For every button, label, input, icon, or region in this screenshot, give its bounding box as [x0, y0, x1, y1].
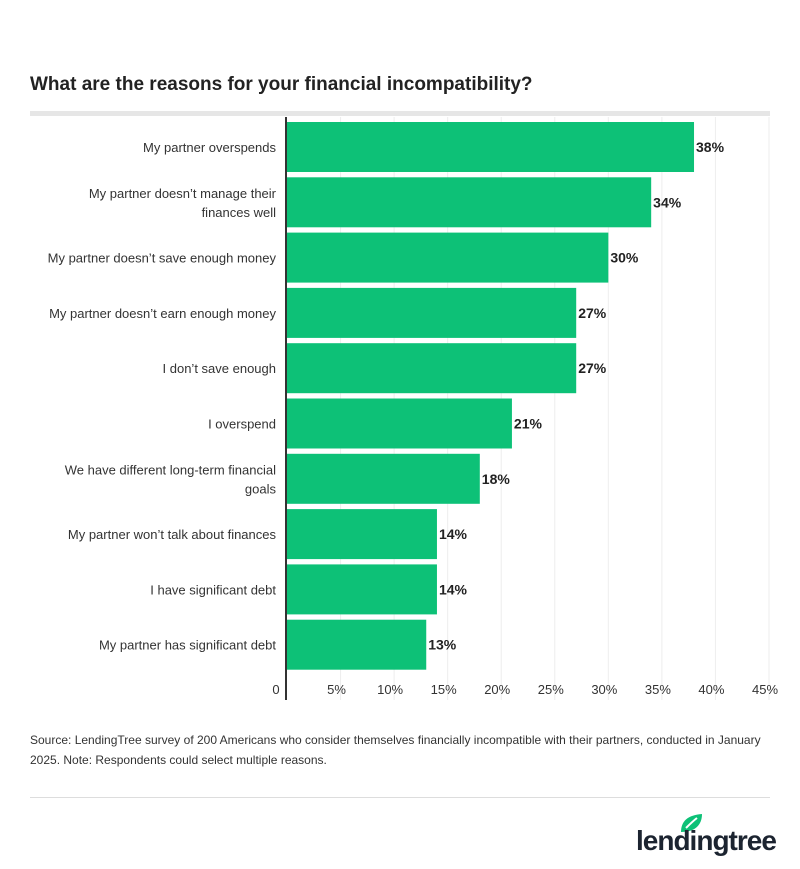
bar [287, 232, 609, 283]
data-label: 13% [428, 637, 457, 653]
source-note: Source: LendingTree survey of 200 Americ… [30, 733, 761, 767]
data-label: 30% [610, 250, 639, 266]
category-label: My partner overspends [143, 140, 276, 155]
category-label: My partner doesn’t save enough money [48, 251, 277, 266]
bar [287, 453, 480, 504]
x-tick-label: 30% [591, 682, 617, 697]
x-tick-label: 15% [431, 682, 457, 697]
data-label: 34% [653, 194, 682, 210]
x-tick-label: 45% [752, 682, 778, 697]
category-label: I don’t save enough [163, 361, 276, 376]
category-label: My partner has significant debt [99, 638, 276, 653]
lendingtree-logo: lendingtree [636, 814, 777, 859]
footer-divider [30, 797, 770, 798]
bar [287, 509, 437, 560]
category-label: I overspend [208, 417, 276, 432]
data-label: 27% [578, 360, 607, 376]
data-label: 21% [514, 416, 543, 432]
leaf-icon [681, 814, 702, 832]
bar [287, 343, 577, 394]
bar [287, 398, 512, 449]
chart-title: What are the reasons for your financial … [30, 74, 533, 95]
x-tick-label: 10% [377, 682, 403, 697]
category-label: We have different long-term financial [65, 462, 276, 477]
bar [287, 619, 427, 670]
category-label: My partner doesn’t manage their [89, 186, 277, 201]
x-tick-label: 35% [645, 682, 671, 697]
data-label: 38% [696, 139, 725, 155]
category-label: I have significant debt [150, 582, 276, 597]
data-label: 18% [482, 471, 511, 487]
category-label: finances well [202, 205, 277, 220]
bar [287, 177, 652, 228]
data-label: 14% [439, 526, 468, 542]
x-tick-label: 0 [272, 682, 279, 697]
x-tick-label: 25% [538, 682, 564, 697]
x-tick-label: 40% [698, 682, 724, 697]
category-label: My partner won’t talk about finances [68, 527, 277, 542]
x-tick-label: 5% [327, 682, 346, 697]
bar [287, 564, 437, 615]
category-label: goals [245, 481, 277, 496]
bar [287, 287, 577, 338]
bar [287, 122, 695, 172]
x-tick-label: 20% [484, 682, 510, 697]
data-label: 27% [578, 305, 607, 321]
title-divider [30, 111, 770, 116]
bar-chart: 0 5% 10% 15% 20% 25% 30% 35% 40% 45% 38% My partner… [48, 117, 778, 700]
data-label: 14% [439, 581, 468, 597]
category-label: My partner doesn’t earn enough money [49, 306, 276, 321]
